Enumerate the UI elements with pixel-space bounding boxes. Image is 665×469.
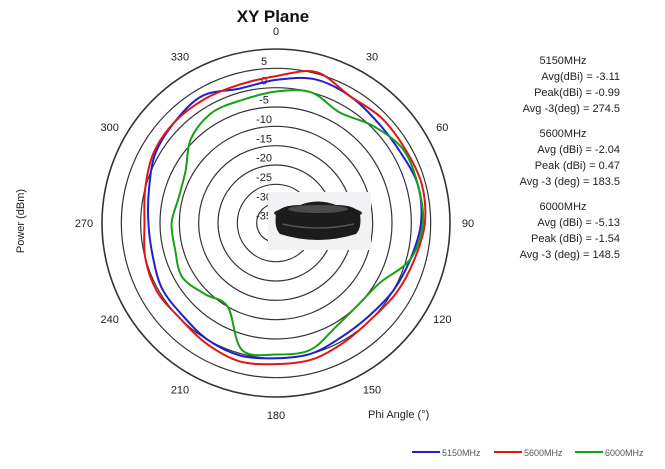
angle-tick-label: 90	[462, 218, 474, 230]
angle-axis-label: Phi Angle (°)	[368, 409, 429, 421]
angle-tick-label: 240	[101, 314, 119, 326]
stats-line: Peak (dBi) = 0.47	[535, 160, 620, 172]
stats-line: Peak(dBi) = -0.99	[534, 87, 620, 99]
r-tick-label: 5	[261, 56, 267, 68]
r-tick-label: -5	[259, 95, 269, 107]
series-line-5600MHz	[143, 70, 427, 366]
angle-tick-label: 210	[171, 384, 189, 396]
r-tick-label: -10	[256, 114, 272, 126]
grid-ring	[101, 48, 451, 398]
stats-heading: 5600MHz	[539, 128, 586, 140]
legend-label: 5600MHz	[524, 448, 563, 458]
stats-heading: 6000MHz	[539, 201, 586, 213]
r-tick-label: -15	[256, 133, 272, 145]
angle-tick-label: 150	[363, 384, 381, 396]
r-axis-label: Power (dBm)	[15, 189, 27, 253]
grid-ring	[159, 106, 393, 340]
legend-label: 5150MHz	[442, 448, 481, 458]
series-line-6000MHz	[170, 89, 425, 357]
angle-tick-label: 0	[273, 26, 279, 38]
grid-ring	[120, 67, 432, 379]
stats-panel: 5150MHz Avg(dBi) = -3.11 Peak(dBi) = -0.99…	[520, 55, 620, 261]
legend-label: 6000MHz	[605, 448, 644, 458]
r-tick-label: -20	[256, 153, 272, 165]
stats-line: Avg(dBi) = -3.11	[541, 71, 620, 83]
angle-tick-label: 30	[366, 52, 378, 64]
r-tick-label: -25	[256, 172, 272, 184]
stats-line: Avg (dBi) = -5.13	[537, 217, 620, 229]
stats-line: Avg -3 (deg) = 148.5	[520, 249, 620, 261]
stats-line: Avg -3 (deg) = 183.5	[520, 176, 620, 188]
chart-title: XY Plane	[237, 7, 309, 26]
stats-line: Avg (dBi) = -2.04	[537, 144, 620, 156]
angle-tick-label: 60	[436, 122, 448, 134]
angle-tick-labels: 0 30 60 90 120 150 180 210 240 270 300 330	[75, 26, 474, 422]
pattern-traces	[143, 70, 427, 366]
grid-ring	[178, 125, 374, 321]
angle-tick-label: 270	[75, 218, 93, 230]
angle-tick-label: 300	[101, 122, 119, 134]
angle-tick-label: 120	[433, 314, 451, 326]
angle-tick-label: 180	[267, 410, 285, 422]
stats-line: Peak (dBi) = -1.54	[531, 233, 620, 245]
r-tick-label: -35	[256, 211, 272, 223]
legend: 5150MHz 5600MHz 6000MHz	[412, 448, 644, 458]
series-line-5150MHz	[147, 76, 423, 360]
stats-heading: 5150MHz	[539, 55, 586, 67]
angle-tick-label: 330	[171, 52, 189, 64]
stats-line: Avg -3(deg) = 274.5	[523, 103, 620, 115]
r-tick-label: -30	[256, 191, 272, 203]
antenna-product-image	[268, 192, 371, 250]
